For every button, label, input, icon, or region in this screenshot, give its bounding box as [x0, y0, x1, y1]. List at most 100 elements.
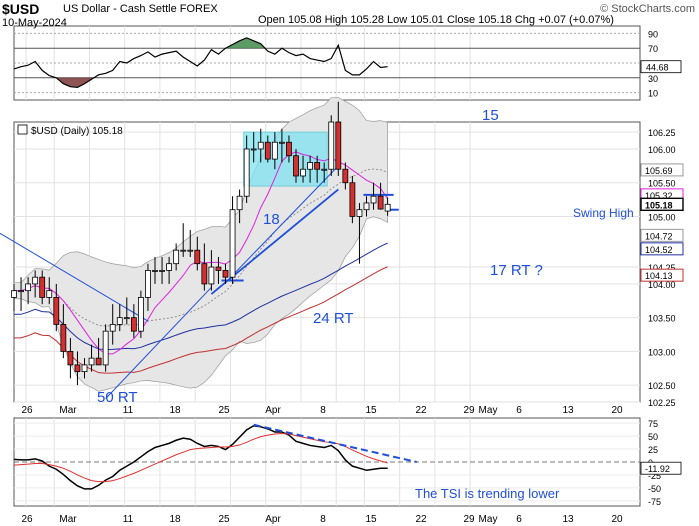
tsi-panel: The TSI is trending lower — [13, 422, 640, 502]
candle-body — [152, 270, 158, 272]
price-tick-label: 102.50 — [648, 381, 676, 391]
candle-body — [116, 317, 123, 325]
candle-body — [25, 283, 32, 292]
price-tick-label: 106.00 — [648, 145, 676, 155]
ohlc-readout: Open 105.08 High 105.28 Low 105.01 Close… — [258, 14, 614, 26]
candle-body — [187, 249, 194, 252]
oscillator-tick-label: 90 — [648, 29, 658, 39]
candle-body — [349, 182, 356, 217]
oscillator-tick-label: 30 — [648, 74, 658, 84]
candle-body — [74, 364, 81, 373]
oscillator-tick-label: 70 — [648, 44, 658, 54]
price-tick-label: 106.25 — [648, 128, 676, 138]
tsi-x-tick-label: 18 — [169, 514, 181, 525]
candle-body — [370, 195, 377, 204]
oscillator-line — [13, 37, 388, 89]
tsi-tick-label: -50 — [648, 484, 661, 494]
tsi-x-tick-label: 13 — [562, 514, 574, 525]
price-tick-label: 105.00 — [648, 212, 676, 222]
price-x-tick-label: 6 — [516, 405, 522, 416]
price-legend-swatch — [17, 124, 28, 135]
tsi-tick-label: 75 — [648, 419, 658, 429]
candle-body — [243, 148, 250, 197]
candle-body — [130, 317, 137, 332]
price-x-tick-label: Mar — [59, 405, 77, 416]
tsi-x-tick-label: 11 — [123, 514, 134, 525]
candle-body — [81, 364, 88, 373]
oscillator-panel — [13, 32, 640, 94]
oscillator-value-tag — [640, 60, 682, 74]
tsi-x-tick-label: 20 — [611, 514, 623, 525]
candle-body — [60, 324, 67, 352]
candle-body — [229, 209, 236, 278]
candle-body — [300, 168, 306, 177]
candle-body — [215, 266, 222, 271]
price-value-label: 104.52 — [645, 245, 673, 255]
candle-body — [335, 121, 342, 170]
candle-body — [159, 270, 165, 272]
annotation-peak-15: 15 — [482, 107, 499, 124]
tsi-line — [13, 424, 388, 490]
candle-body — [257, 141, 264, 150]
candle-body — [208, 266, 215, 285]
candle-body — [314, 162, 321, 170]
price-x-tick-label: 29 — [463, 405, 475, 416]
tsi-x-tick-label: 29 — [463, 514, 475, 525]
oscillator-value-label: 44.68 — [646, 63, 669, 73]
tsi-x-tick-label: 8 — [320, 514, 326, 525]
candle-body — [363, 202, 370, 211]
tsi-annotation: The TSI is trending lower — [415, 486, 560, 501]
tsi-x-tick-label: Apr — [265, 514, 281, 525]
axes: 90 70 50 30 10 44.68 106.25 106.00 105.50 105.00 1… — [21, 29, 684, 525]
price-x-tick-label: 22 — [415, 405, 427, 416]
price-x-tick-label: 18 — [169, 405, 181, 416]
price-tick-label: 104.25 — [648, 263, 676, 273]
candle-body — [123, 317, 130, 320]
candle-body — [88, 357, 95, 366]
candle-body — [271, 141, 278, 160]
price-panel: 15 18 24 RT 50 RT 17 RT ? Swing High $USD (Dai… — [0, 97, 640, 406]
candle-body — [264, 141, 271, 160]
price-value-label: 105.32 — [645, 191, 673, 201]
candle-body — [384, 203, 391, 212]
tsi-x-tick-label: 22 — [415, 514, 427, 525]
candle-body — [173, 249, 180, 265]
price-legend: $USD (Daily) 105.18 — [31, 126, 123, 137]
price-tick-label: 103.00 — [648, 347, 676, 357]
tsi-tick-label: 50 — [648, 432, 658, 442]
candle-body — [194, 249, 201, 265]
tsi-x-tick-label: May — [479, 514, 498, 525]
annotation-17-rt: 17 RT ? — [490, 262, 543, 279]
candle-body — [307, 162, 314, 170]
candle-body — [201, 263, 208, 285]
oscillator-tick-label: 10 — [648, 89, 658, 99]
tsi-value-tag — [640, 461, 682, 475]
candle-body — [39, 276, 46, 298]
candle-body — [46, 290, 53, 298]
uptrend-line-march — [105, 286, 212, 399]
tsi-x-tick-label: 25 — [218, 514, 230, 525]
tsi-tick-label: 25 — [648, 445, 658, 455]
ma-short-line — [14, 151, 389, 355]
candle-body — [145, 270, 151, 298]
price-tick-label: 105.50 — [648, 179, 676, 189]
candle-body — [321, 168, 328, 171]
annotation-swing-high: Swing High — [573, 206, 634, 220]
uptrend-line-dashed — [227, 165, 339, 281]
candle-body — [67, 350, 74, 366]
candle-body — [166, 263, 173, 271]
candle-body — [95, 357, 102, 366]
price-x-tick-label: Apr — [265, 405, 281, 416]
candle-body — [328, 121, 335, 170]
candle-body — [102, 330, 109, 366]
candle-body — [222, 270, 229, 278]
price-value-tag — [640, 242, 684, 256]
annotation-peak-18: 18 — [263, 211, 280, 228]
price-value-label: 105.18 — [645, 200, 673, 210]
price-x-tick-label: 11 — [123, 405, 134, 416]
price-x-tick-label: 15 — [365, 405, 377, 416]
candle-body — [286, 141, 292, 157]
price-value-label: 104.72 — [645, 231, 673, 241]
chart-date: 10-May-2024 — [2, 17, 67, 29]
oscillator-overbought-fill — [225, 37, 265, 49]
